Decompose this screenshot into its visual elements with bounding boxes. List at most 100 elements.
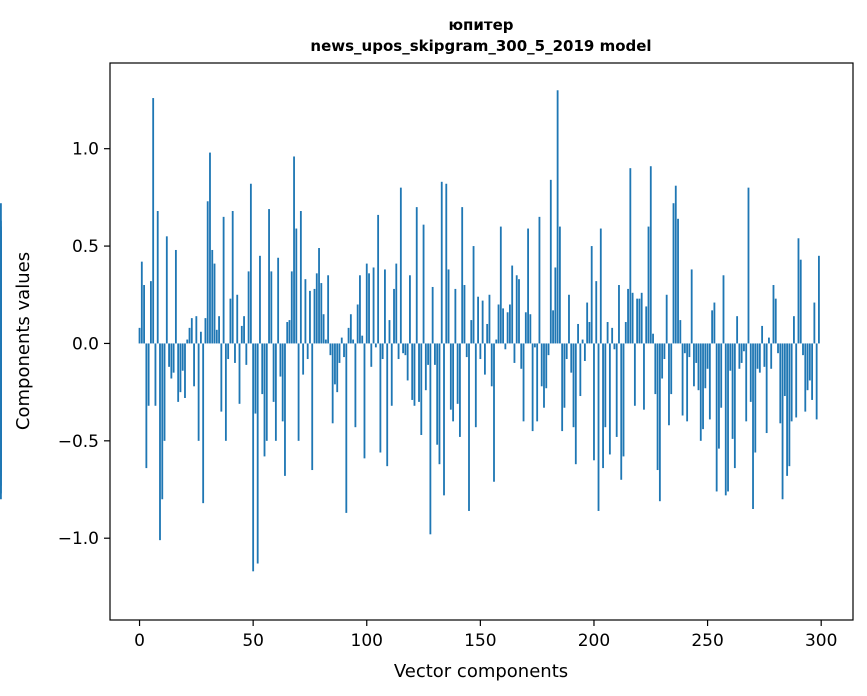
bar [143, 285, 145, 344]
bar [620, 343, 623, 480]
bar [334, 343, 336, 385]
bar [693, 343, 695, 387]
bar [0, 343, 2, 356]
bar [429, 343, 432, 535]
x-axis-label: Vector components [394, 661, 568, 682]
bar [422, 224, 425, 344]
bar [674, 185, 677, 344]
bar [572, 343, 575, 428]
bar [797, 238, 800, 344]
bar [168, 343, 170, 367]
bar [329, 343, 332, 356]
bar [554, 267, 557, 344]
bar [174, 249, 177, 344]
bar [315, 273, 318, 344]
bar [202, 343, 205, 504]
bar [320, 283, 323, 344]
chart-subtitle: news_upos_skipgram_300_5_2019 model [310, 37, 651, 55]
bar [286, 322, 289, 344]
x-tick-label: 100 [351, 631, 383, 651]
bar [627, 288, 629, 344]
bar [724, 343, 727, 496]
bar [245, 343, 248, 365]
bar [343, 343, 345, 358]
bar [527, 228, 529, 344]
bar [324, 339, 327, 344]
bar [749, 343, 752, 402]
bar [386, 343, 389, 467]
bar [656, 343, 659, 471]
bar [397, 343, 400, 360]
bar [606, 322, 609, 344]
bar [163, 343, 166, 441]
bar [365, 263, 368, 344]
bar [188, 327, 191, 344]
bar [533, 343, 536, 348]
bar [706, 343, 709, 369]
bar [731, 343, 734, 439]
bar [556, 90, 559, 344]
bar [563, 343, 566, 408]
bar [370, 343, 373, 367]
bar [213, 263, 216, 344]
bar [699, 343, 702, 441]
bar [579, 343, 582, 397]
bar [259, 255, 261, 344]
bar [345, 343, 348, 513]
bar [531, 343, 534, 432]
bar [486, 323, 489, 344]
bar [461, 207, 464, 344]
bar [804, 343, 807, 412]
bar [511, 265, 514, 344]
bar [347, 327, 350, 344]
bar [181, 343, 184, 371]
bar [663, 343, 666, 360]
bar [740, 343, 743, 363]
bar [611, 327, 614, 344]
bar [715, 343, 718, 492]
bar [411, 343, 414, 400]
bar [322, 314, 325, 344]
bar [368, 273, 370, 344]
bar [274, 343, 277, 441]
bar [265, 343, 268, 441]
bar [306, 343, 309, 360]
bar [340, 337, 343, 344]
bar [515, 275, 518, 344]
bar [722, 275, 725, 344]
bar [793, 316, 795, 344]
bar [640, 292, 643, 344]
bar [313, 288, 316, 344]
bar [190, 318, 193, 344]
bar [508, 304, 511, 344]
bar [374, 343, 377, 348]
bar [356, 304, 359, 344]
bar [658, 343, 661, 502]
bar [618, 285, 620, 344]
bar [393, 288, 395, 344]
bar [449, 343, 452, 410]
bar [661, 343, 664, 379]
bar [193, 343, 195, 387]
bar [538, 216, 541, 344]
bar [529, 314, 532, 344]
bar [354, 343, 357, 428]
bar [802, 343, 804, 356]
bar [583, 343, 586, 361]
bar [447, 269, 450, 344]
y-tick-label: −1.0 [58, 529, 99, 549]
bar [502, 308, 504, 344]
bar [672, 203, 675, 344]
bar [215, 329, 218, 344]
bar [588, 322, 591, 344]
bar [586, 302, 589, 344]
bar [179, 343, 182, 393]
bar [772, 285, 775, 344]
bar [161, 343, 164, 500]
bar [0, 343, 2, 414]
bar [679, 320, 682, 344]
bar [297, 343, 300, 441]
bar [727, 343, 729, 492]
bar [247, 271, 250, 344]
bar [547, 343, 550, 356]
